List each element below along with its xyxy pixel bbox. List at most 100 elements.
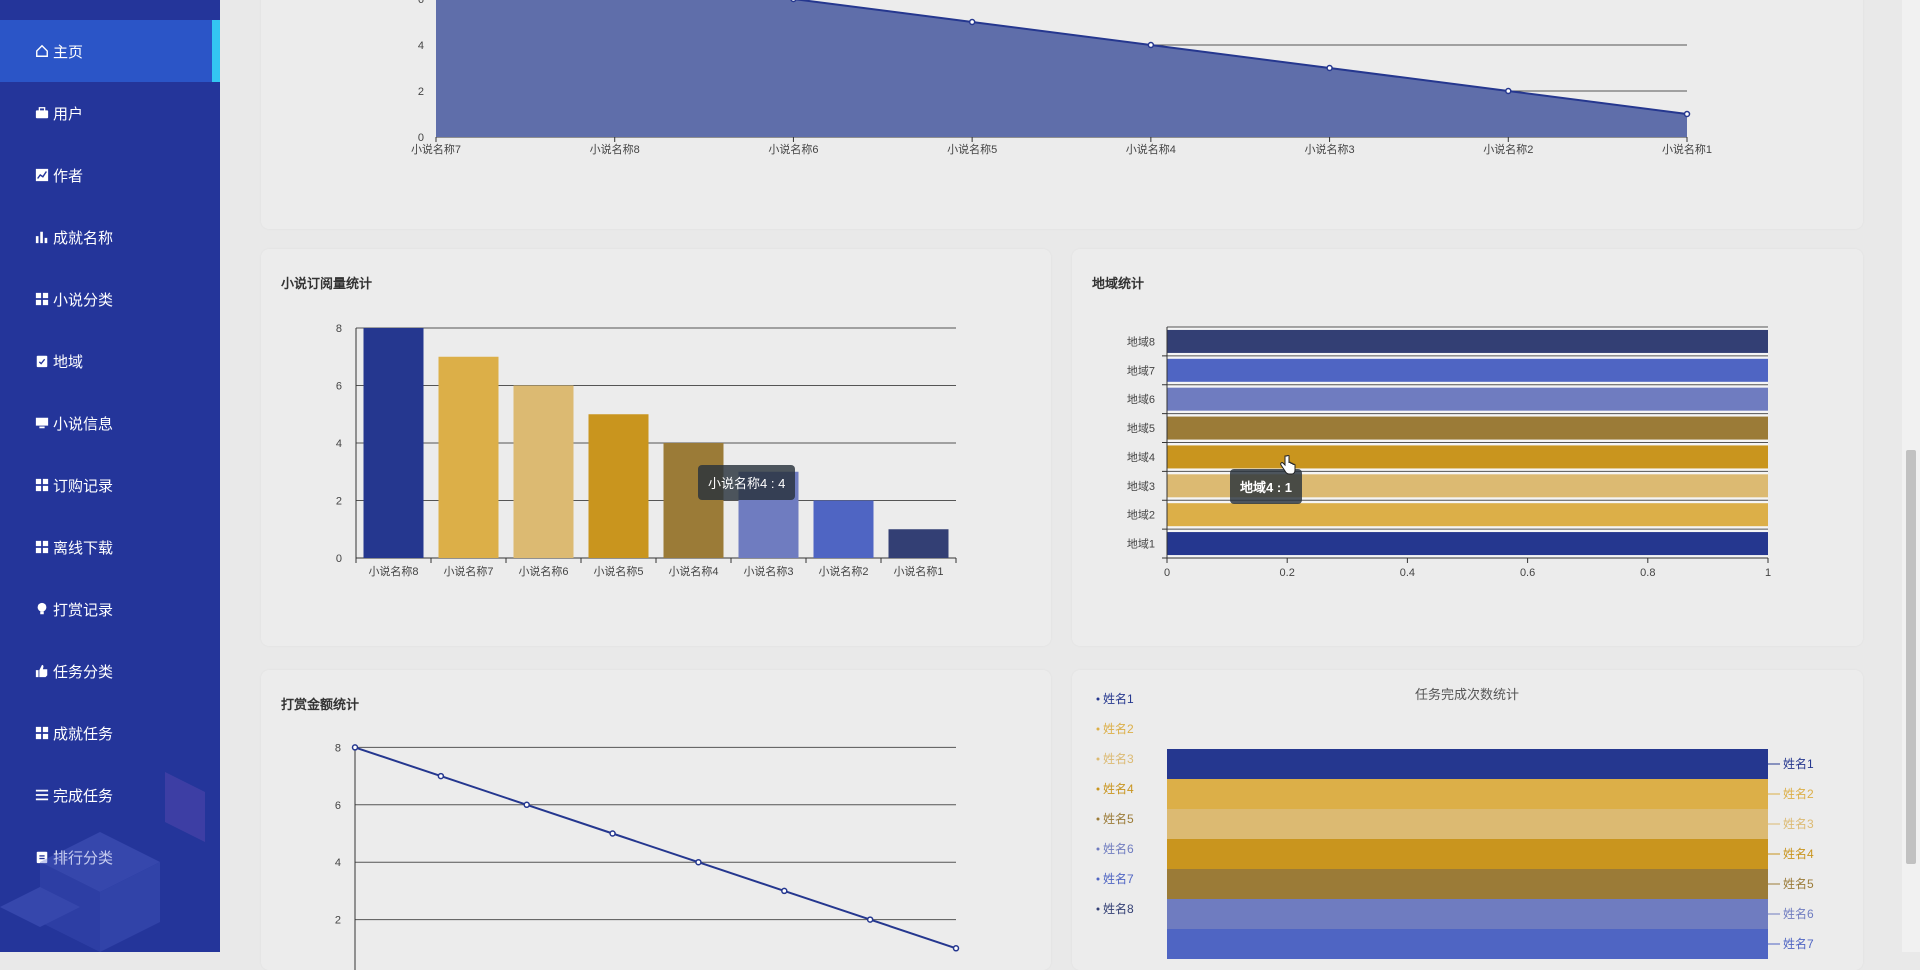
- bar[interactable]: [513, 385, 574, 559]
- bar[interactable]: [1167, 445, 1768, 469]
- sidebar-item-4[interactable]: 成就名称: [0, 206, 220, 268]
- legend-marker: [1096, 787, 1100, 791]
- data-point[interactable]: [437, 772, 445, 780]
- list-icon: [34, 788, 49, 803]
- sidebar-item-11[interactable]: 任务分类: [0, 640, 220, 702]
- briefcase-icon: [34, 106, 49, 121]
- sidebar-item-14[interactable]: 排行分类: [0, 826, 220, 888]
- bar[interactable]: [1167, 358, 1768, 382]
- sidebar-item-9[interactable]: 离线下载: [0, 516, 220, 578]
- y-tick-label: 地域8: [1127, 335, 1155, 348]
- series-line: [354, 746, 957, 950]
- sidebar-item-label: 打赏记录: [53, 601, 114, 619]
- segment-label: 姓名6: [1783, 906, 1814, 921]
- bar[interactable]: [1167, 532, 1768, 556]
- data-point[interactable]: [1505, 87, 1512, 95]
- card-title: 打赏金额统计: [281, 697, 360, 712]
- bar[interactable]: [1167, 474, 1768, 498]
- bar[interactable]: [1167, 503, 1768, 527]
- data-point[interactable]: [523, 801, 530, 809]
- legend-item: 姓名4: [1103, 781, 1134, 796]
- bar[interactable]: [663, 443, 724, 558]
- bar[interactable]: [813, 500, 874, 559]
- reward-chart-card: 打赏金额统计 2 4 6 8: [261, 670, 1051, 970]
- sidebar-item-2[interactable]: 用户: [0, 82, 220, 144]
- scrollbar-thumb[interactable]: [1906, 450, 1916, 864]
- bar[interactable]: [363, 328, 424, 558]
- y-tick-label: 地域1: [1127, 538, 1155, 551]
- page-scrollbar[interactable]: [1902, 0, 1920, 952]
- subscription-bar-chart: 0 2 4 6 8 小说名称8 小说名称7 小说名称6 小说名称5 小说名称4 小说名称3 小说名称2…: [336, 323, 957, 578]
- sidebar-item-13[interactable]: 完成任务: [0, 764, 220, 826]
- data-point[interactable]: [781, 887, 788, 895]
- y-tick-label: 8: [336, 323, 342, 335]
- sidebar-item-label: 用户: [53, 105, 84, 123]
- decorative-cubes: [0, 772, 205, 952]
- legend-item: 姓名5: [1103, 811, 1134, 826]
- sidebar-item-label: 成就任务: [53, 725, 114, 743]
- legend-marker: [1096, 847, 1100, 851]
- sidebar-item-label: 地域: [53, 353, 84, 371]
- x-tick-label: 0.4: [1400, 567, 1415, 579]
- legend-marker: [1096, 727, 1100, 731]
- subscription-chart-card: 小说订阅量统计 0 2 4 6 8 小说名称8 小说名称7 小说名称6 小说名称5 小说名称4 小说…: [261, 249, 1051, 646]
- sidebar-item-8[interactable]: 订购记录: [0, 454, 220, 516]
- y-tick-label: 地域5: [1127, 422, 1155, 435]
- funnel-segment[interactable]: [1167, 929, 1768, 959]
- x-tick-label: 小说名称4: [668, 564, 718, 578]
- bar-chart-icon: [34, 230, 49, 245]
- bar[interactable]: [1167, 387, 1768, 411]
- data-point[interactable]: [866, 916, 874, 923]
- segment-label: 姓名5: [1783, 876, 1814, 891]
- data-point[interactable]: [1326, 64, 1333, 72]
- y-tick-label: 8: [335, 742, 341, 754]
- data-point[interactable]: [1147, 41, 1155, 49]
- x-tick-label: 小说名称5: [947, 142, 997, 156]
- chart-tooltip: 地域4 : 1: [1230, 469, 1303, 504]
- bar[interactable]: [888, 529, 949, 558]
- bar[interactable]: [1167, 329, 1768, 353]
- clipboard-check-icon: [34, 354, 49, 369]
- data-point[interactable]: [695, 858, 702, 866]
- sidebar-item-label: 小说信息: [53, 415, 114, 433]
- x-tick-label: 小说名称7: [411, 142, 461, 156]
- card-title: 地域统计: [1092, 276, 1145, 291]
- segment-label: 姓名1: [1783, 756, 1814, 771]
- funnel-segment[interactable]: [1167, 779, 1768, 809]
- sidebar-item-7[interactable]: 小说信息: [0, 392, 220, 454]
- funnel-segment[interactable]: [1167, 839, 1768, 869]
- sidebar-item-5[interactable]: 小说分类: [0, 268, 220, 330]
- sidebar-item-3[interactable]: 作者: [0, 144, 220, 206]
- sidebar-item-6[interactable]: 地域: [0, 330, 220, 392]
- x-tick-label: 小说名称2: [818, 564, 868, 578]
- area-chart-card: 0 2 4 6 小说名称7 小说名称8 小说名称6 小说名称5 小说名称4 小说名称3 小说名称2 小…: [261, 0, 1863, 229]
- x-tick-label: 小说名称3: [743, 564, 793, 578]
- funnel-segment[interactable]: [1167, 899, 1768, 929]
- legend-marker: [1096, 817, 1100, 821]
- y-tick-label: 2: [418, 86, 424, 98]
- monitor-icon: [34, 416, 49, 431]
- bar[interactable]: [438, 356, 499, 558]
- legend-item: 姓名7: [1103, 871, 1134, 886]
- sidebar-item-12[interactable]: 成就任务: [0, 702, 220, 764]
- bar[interactable]: [1167, 416, 1768, 440]
- data-point[interactable]: [968, 18, 976, 26]
- data-point[interactable]: [952, 945, 960, 952]
- reward-line-chart: 2 4 6 8: [335, 742, 960, 970]
- data-point[interactable]: [351, 744, 359, 751]
- sidebar-item-10[interactable]: 打赏记录: [0, 578, 220, 640]
- data-point[interactable]: [790, 0, 797, 3]
- sidebar-item-1[interactable]: 主页: [0, 20, 220, 82]
- y-tick-label: 地域2: [1127, 509, 1155, 522]
- funnel-segment[interactable]: [1167, 869, 1768, 899]
- funnel-segment[interactable]: [1167, 809, 1768, 839]
- data-point[interactable]: [609, 830, 616, 837]
- x-tick-label: 0: [1164, 567, 1170, 579]
- data-point[interactable]: [1683, 110, 1691, 118]
- funnel-segment[interactable]: [1167, 749, 1768, 779]
- sidebar-item-label: 离线下载: [53, 539, 114, 557]
- x-tick-label: 0.8: [1640, 567, 1655, 579]
- bar[interactable]: [588, 414, 649, 558]
- legend-item: 姓名1: [1103, 691, 1134, 706]
- x-tick-label: 1: [1765, 567, 1771, 579]
